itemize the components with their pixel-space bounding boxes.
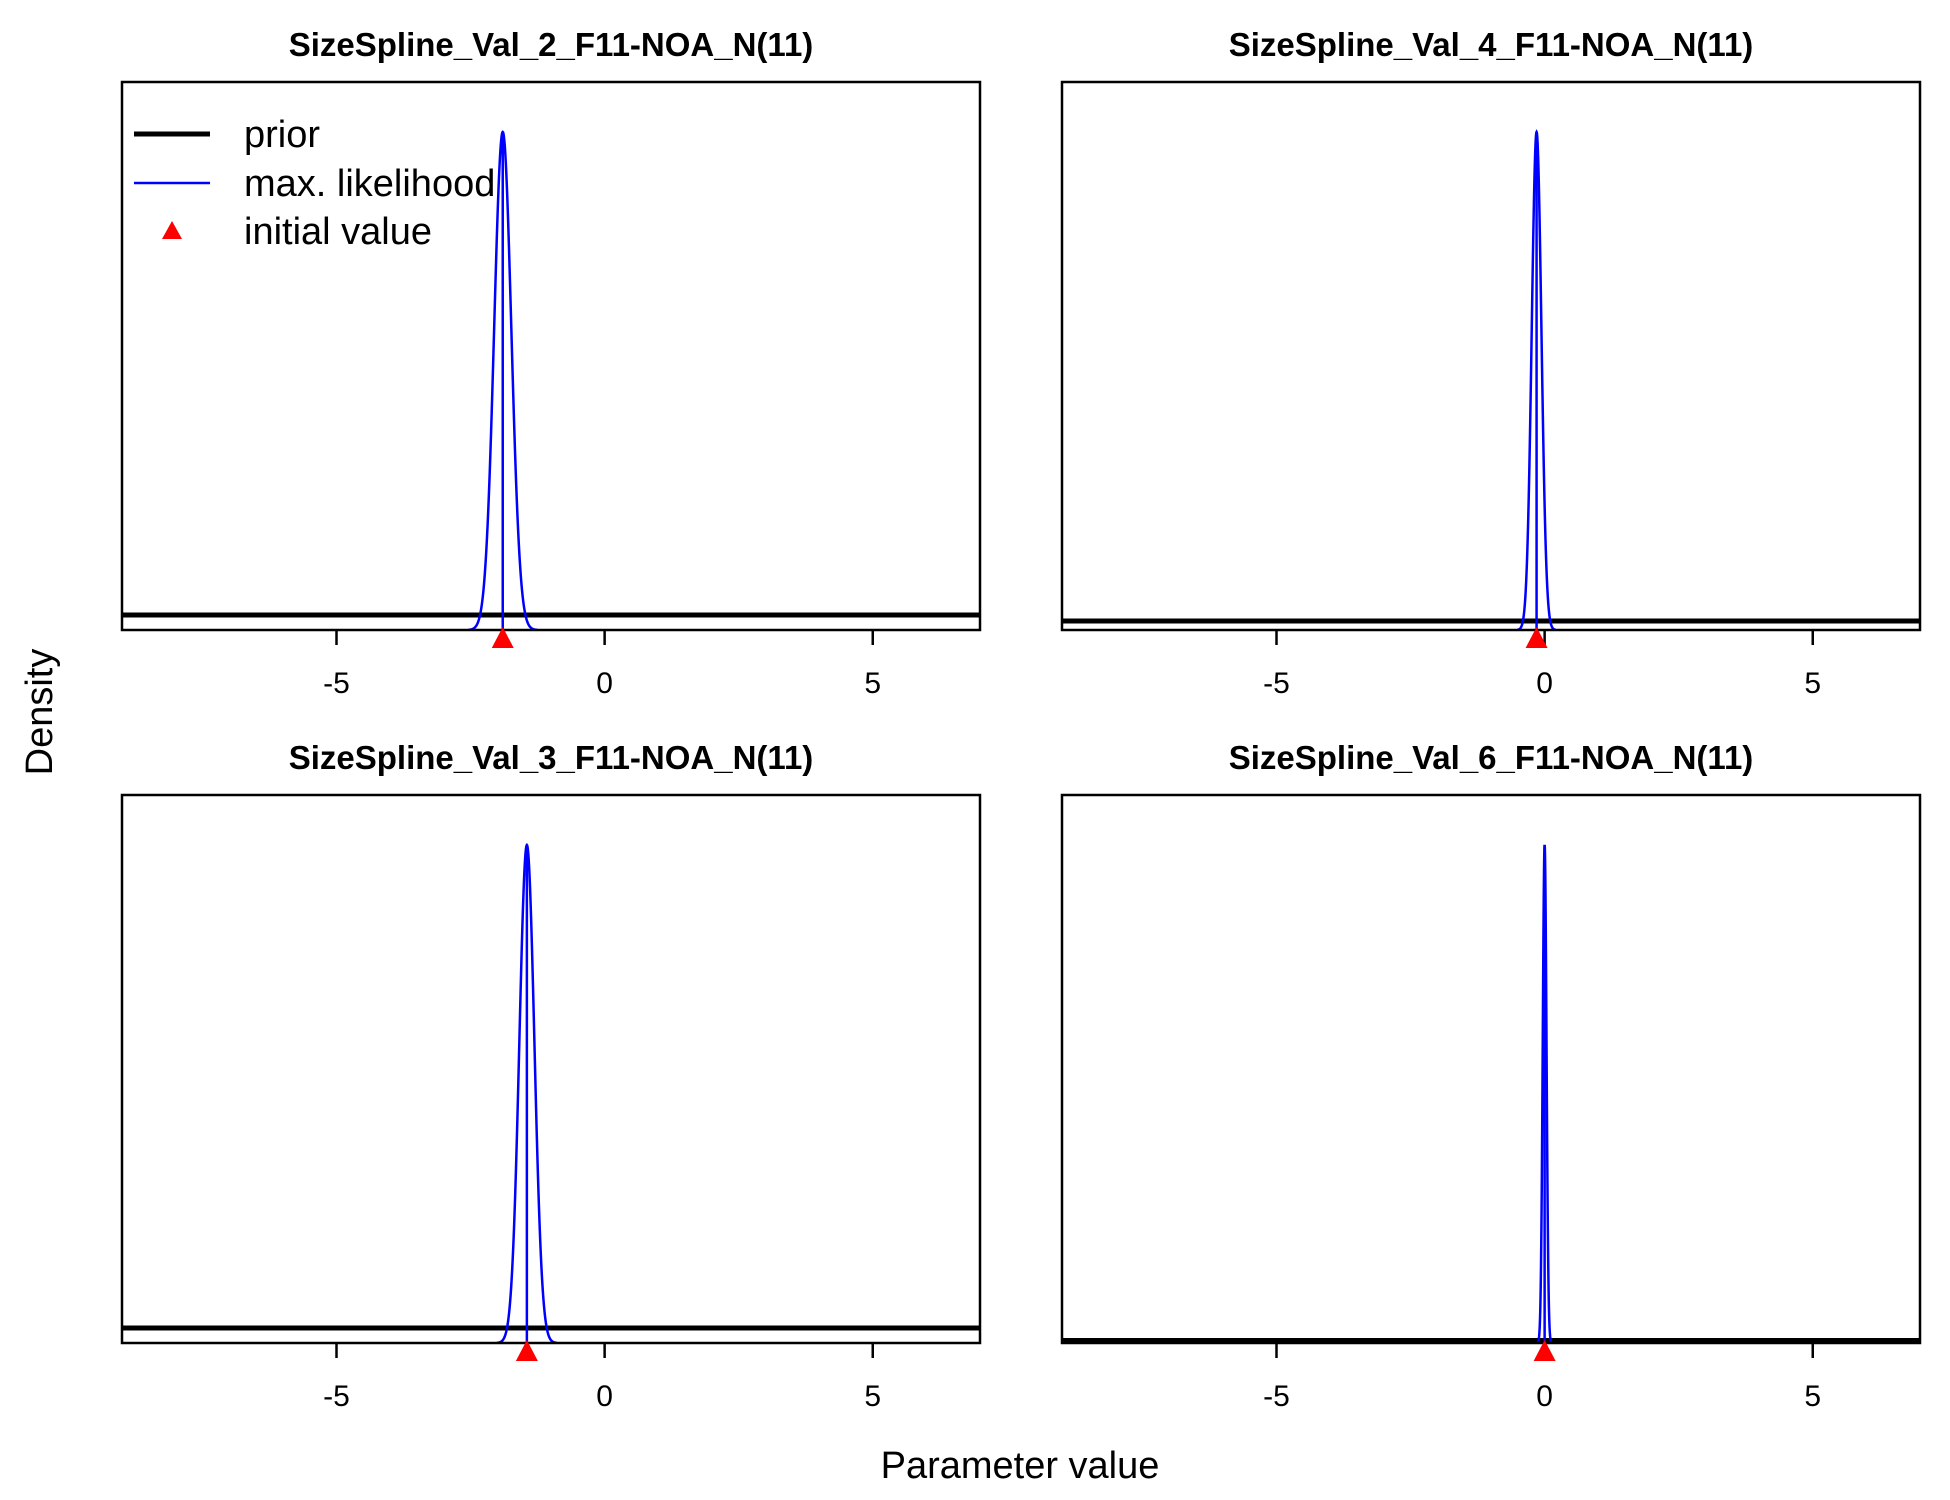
x-tick-label: 0 xyxy=(1536,667,1553,700)
x-tick-label: 0 xyxy=(596,1380,613,1413)
plot-box xyxy=(120,80,982,632)
x-axis-label: Parameter value xyxy=(881,1445,1160,1487)
plot-area xyxy=(1062,129,1920,630)
panel-3: SizeSpline_Val_3_F11-NOA_N(11) -5 0 5 xyxy=(120,739,982,1413)
panel-title: SizeSpline_Val_6_F11-NOA_N(11) xyxy=(1229,739,1754,776)
initial-value-marker xyxy=(491,627,514,648)
x-tick-label: 5 xyxy=(864,667,881,700)
x-tick-label: 0 xyxy=(596,667,613,700)
panel-4: SizeSpline_Val_6_F11-NOA_N(11) -5 0 5 xyxy=(1060,739,1922,1413)
x-tick-label: -5 xyxy=(1263,1380,1290,1413)
panel-2: SizeSpline_Val_4_F11-NOA_N(11) -5 0 5 xyxy=(1060,26,1922,700)
x-tick-label: 5 xyxy=(1804,667,1821,700)
x-tick-label: 5 xyxy=(1804,1380,1821,1413)
initial-value-marker xyxy=(1525,627,1548,648)
x-tick-label: -5 xyxy=(323,1380,350,1413)
x-tick-label: 5 xyxy=(864,1380,881,1413)
panel-title: SizeSpline_Val_3_F11-NOA_N(11) xyxy=(289,739,814,776)
plot-area xyxy=(122,842,980,1343)
legend-swatch xyxy=(162,221,182,239)
initial-value-marker xyxy=(1533,1340,1556,1361)
y-axis-label: Density xyxy=(19,649,61,776)
x-tick-label: -5 xyxy=(1263,667,1290,700)
legend-label: max. likelihood xyxy=(244,163,495,205)
plot-area xyxy=(1062,844,1920,1343)
panel-title: SizeSpline_Val_4_F11-NOA_N(11) xyxy=(1229,26,1754,63)
x-tick-label: -5 xyxy=(323,667,350,700)
legend-label: initial value xyxy=(244,211,432,253)
legend-label: prior xyxy=(244,114,320,156)
panel-title: SizeSpline_Val_2_F11-NOA_N(11) xyxy=(289,26,814,63)
plot-box xyxy=(1060,793,1922,1345)
initial-value-marker xyxy=(515,1340,538,1361)
plot-box xyxy=(1060,80,1922,632)
legend: prior max. likelihood initial value xyxy=(134,114,495,253)
plot-box xyxy=(120,793,982,1345)
plot-area xyxy=(122,130,980,630)
panels-group: SizeSpline_Val_2_F11-NOA_N(11) -5 0 5 prior m… xyxy=(120,26,1922,1413)
panel-1: SizeSpline_Val_2_F11-NOA_N(11) -5 0 5 prior m… xyxy=(120,26,982,700)
x-tick-label: 0 xyxy=(1536,1380,1553,1413)
